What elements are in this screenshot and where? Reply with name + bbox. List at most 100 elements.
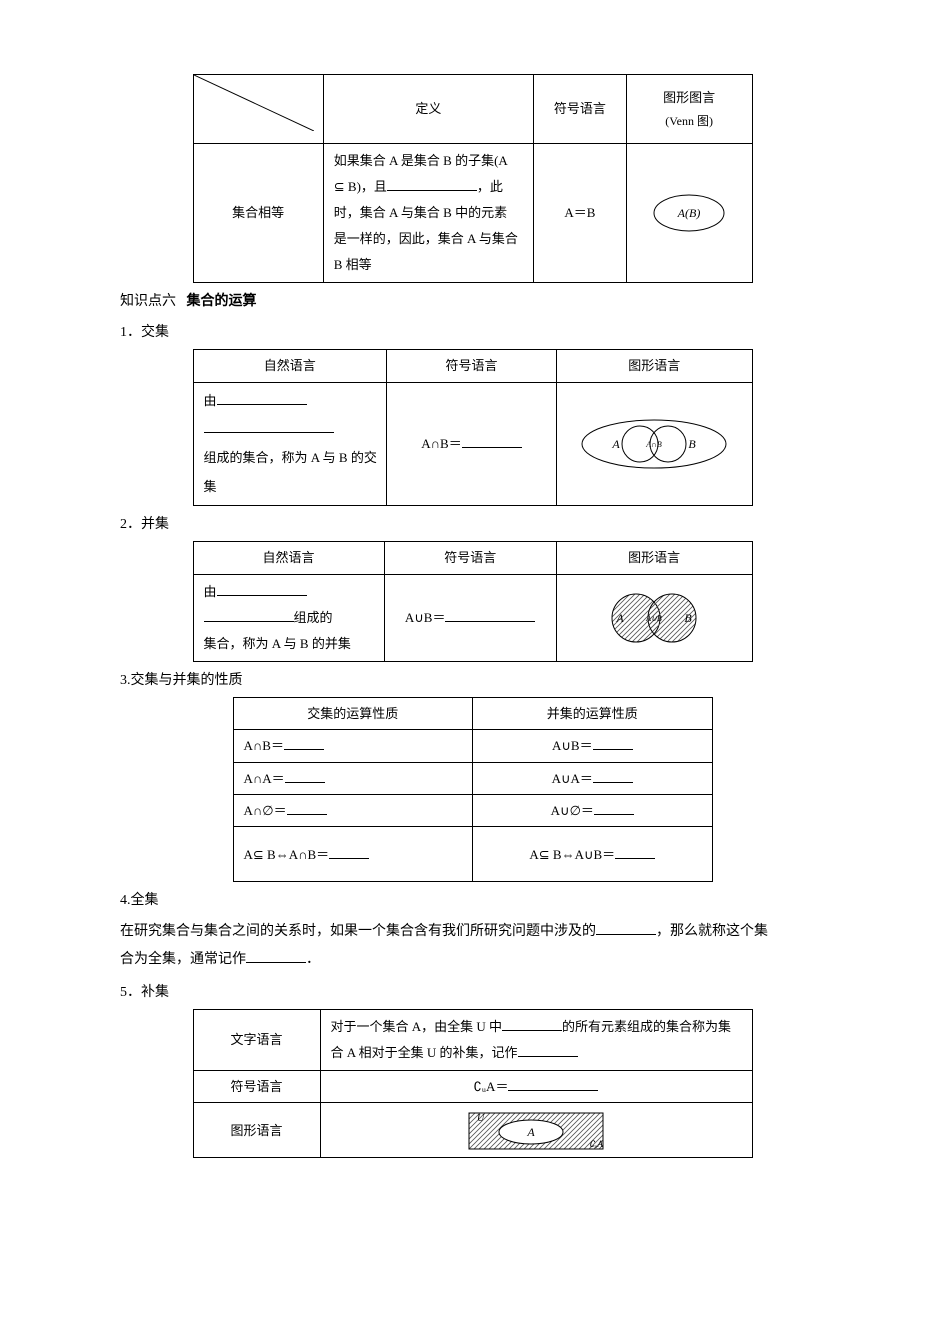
svg-text:U: U — [477, 1113, 485, 1124]
section-1-title: 1．交集 — [120, 320, 825, 345]
cell-natural-c: 集合，称为 A 与 B 的并集 — [204, 636, 351, 651]
section-5-title: 5．补集 — [120, 980, 825, 1005]
table-row: 自然语言 符号语言 图形语言 — [193, 542, 752, 574]
blank-input[interactable] — [217, 391, 307, 405]
blank-input[interactable] — [387, 177, 477, 191]
blank-input[interactable] — [593, 769, 633, 783]
section-2-title: 2．并集 — [120, 512, 825, 537]
cell-graphic-lang: U A ∁ᵤA — [320, 1103, 752, 1158]
table-row: 由 组成的 集合，称为 A 与 B 的并集 A∪B＝ A A∪B B — [193, 574, 752, 661]
blank-input[interactable] — [204, 419, 334, 433]
section-4-text: 在研究集合与集合之间的关系时，如果一个集合含有我们所研究问题中涉及的，那么就称这… — [120, 918, 825, 974]
svg-text:A∪B: A∪B — [645, 614, 662, 623]
cell-symbol: A＝B — [533, 144, 626, 283]
blank-input[interactable] — [445, 608, 535, 622]
cell-symbol-lang: ∁ᵤA＝ — [320, 1070, 752, 1102]
h-symbol: 符号语言 — [384, 542, 556, 574]
row-label-equality: 集合相等 — [193, 144, 323, 283]
h-natural: 自然语言 — [193, 542, 384, 574]
venn-intersection-icon: A A∩B B — [574, 414, 734, 474]
table-row: 自然语言 符号语言 图形语言 — [193, 350, 752, 382]
blank-input[interactable] — [287, 801, 327, 815]
cell-venn: A A∩B B — [556, 382, 752, 505]
cell-r3a: A∩∅＝ — [233, 795, 473, 827]
cell-natural: 由 组成的 集合，称为 A 与 B 的并集 — [193, 574, 384, 661]
table-row: A∩∅＝ A∪∅＝ — [233, 795, 712, 827]
cell-r2b: A∪A＝ — [473, 762, 712, 794]
svg-text:A: A — [526, 1125, 535, 1139]
venn-union-icon: A A∪B B — [574, 590, 734, 646]
svg-text:B: B — [684, 611, 692, 625]
row-label-graphic: 图形语言 — [193, 1103, 320, 1158]
diagonal-icon — [194, 75, 314, 131]
svg-text:B: B — [689, 437, 697, 451]
blank-input[interactable] — [502, 1017, 562, 1031]
col-header-venn: 图形图言 (Venn 图) — [626, 75, 752, 144]
blank-input[interactable] — [285, 769, 325, 783]
venn-h-a: 图形图言 — [663, 90, 715, 105]
cell-r3b: A∪∅＝ — [473, 795, 712, 827]
blank-input[interactable] — [596, 920, 656, 935]
table-row: 定义 符号语言 图形图言 (Venn 图) — [193, 75, 752, 144]
cell-r1b: A∪B＝ — [473, 730, 712, 762]
cell-symbol: A∪B＝ — [384, 574, 556, 661]
table-row: A⊆ B⇔A∩B＝ A⊆ B⇔A∪B＝ — [233, 827, 712, 882]
table-row: A∩A＝ A∪A＝ — [233, 762, 712, 794]
cell-venn: A(B) — [626, 144, 752, 283]
col-header-def: 定义 — [323, 75, 533, 144]
h-natural: 自然语言 — [193, 350, 387, 382]
blank-input[interactable] — [246, 948, 306, 963]
svg-text:A∩B: A∩B — [645, 440, 662, 449]
table-row: A∩B＝ A∪B＝ — [233, 730, 712, 762]
col-header-sym: 符号语言 — [533, 75, 626, 144]
table-intersection: 自然语言 符号语言 图形语言 由 组成的集合，称为 A 与 B 的交集 A∩B＝… — [193, 349, 753, 506]
blank-input[interactable] — [518, 1043, 578, 1057]
svg-text:A(B): A(B) — [677, 206, 701, 220]
cell-r1a: A∩B＝ — [233, 730, 473, 762]
cell-definition: 如果集合 A 是集合 B 的子集(A ⊆ B)，且，此 时，集合 A 与集合 B… — [323, 144, 533, 283]
cell-r2a: A∩A＝ — [233, 762, 473, 794]
blank-input[interactable] — [462, 434, 522, 448]
table-row: 符号语言 ∁ᵤA＝ — [193, 1070, 752, 1102]
h-inter: 交集的运算性质 — [233, 697, 473, 729]
table-complement: 文字语言 对于一个集合 A，由全集 U 中的所有元素组成的集合称为集 合 A 相… — [193, 1009, 753, 1158]
blank-input[interactable] — [508, 1077, 598, 1091]
section-3-title: 3.交集与并集的性质 — [120, 668, 825, 693]
blank-input[interactable] — [284, 736, 324, 750]
blank-input[interactable] — [329, 845, 369, 859]
svg-text:A: A — [612, 437, 621, 451]
blank-input[interactable] — [217, 582, 307, 596]
table-properties: 交集的运算性质 并集的运算性质 A∩B＝ A∪B＝ A∩A＝ A∪A＝ A∩∅＝… — [233, 697, 713, 883]
h-symbol: 符号语言 — [387, 350, 557, 382]
cell-symbol: A∩B＝ — [387, 382, 557, 505]
venn-ab-icon: A(B) — [644, 188, 734, 238]
h-graphic: 图形语言 — [556, 350, 752, 382]
table-row: 图形语言 U A ∁ᵤA — [193, 1103, 752, 1158]
blank-input[interactable] — [593, 736, 633, 750]
cell-natural: 由 组成的集合，称为 A 与 B 的交集 — [193, 382, 387, 505]
row-label-text: 文字语言 — [193, 1009, 320, 1070]
venn-complement-icon: U A ∁ᵤA — [451, 1107, 621, 1153]
blank-input[interactable] — [615, 845, 655, 859]
venn-h-b: (Venn 图) — [665, 114, 713, 128]
h-graphic: 图形语言 — [556, 542, 752, 574]
cell-natural-b: 组成的集合，称为 A 与 B 的交集 — [204, 450, 377, 494]
blank-input[interactable] — [594, 801, 634, 815]
blank-input[interactable] — [204, 608, 294, 622]
table-set-equality: 定义 符号语言 图形图言 (Venn 图) 集合相等 如果集合 A 是集合 B … — [193, 74, 753, 283]
table-row: 文字语言 对于一个集合 A，由全集 U 中的所有元素组成的集合称为集 合 A 相… — [193, 1009, 752, 1070]
svg-text:∁ᵤA: ∁ᵤA — [589, 1139, 603, 1149]
section-4-title: 4.全集 — [120, 888, 825, 913]
table-row: 由 组成的集合，称为 A 与 B 的交集 A∩B＝ A A∩B B — [193, 382, 752, 505]
table-row: 集合相等 如果集合 A 是集合 B 的子集(A ⊆ B)，且，此 时，集合 A … — [193, 144, 752, 283]
cell-r4a: A⊆ B⇔A∩B＝ — [233, 827, 473, 882]
svg-text:A: A — [615, 611, 624, 625]
cell-r4b: A⊆ B⇔A∪B＝ — [473, 827, 712, 882]
heading-6: 知识点六 集合的运算 — [120, 289, 825, 314]
table-row: 交集的运算性质 并集的运算性质 — [233, 697, 712, 729]
row-label-symbol: 符号语言 — [193, 1070, 320, 1102]
h-union: 并集的运算性质 — [473, 697, 712, 729]
table-union: 自然语言 符号语言 图形语言 由 组成的 集合，称为 A 与 B 的并集 A∪B… — [193, 541, 753, 661]
heading-6-bold: 集合的运算 — [187, 294, 257, 309]
cell-text-lang: 对于一个集合 A，由全集 U 中的所有元素组成的集合称为集 合 A 相对于全集 … — [320, 1009, 752, 1070]
